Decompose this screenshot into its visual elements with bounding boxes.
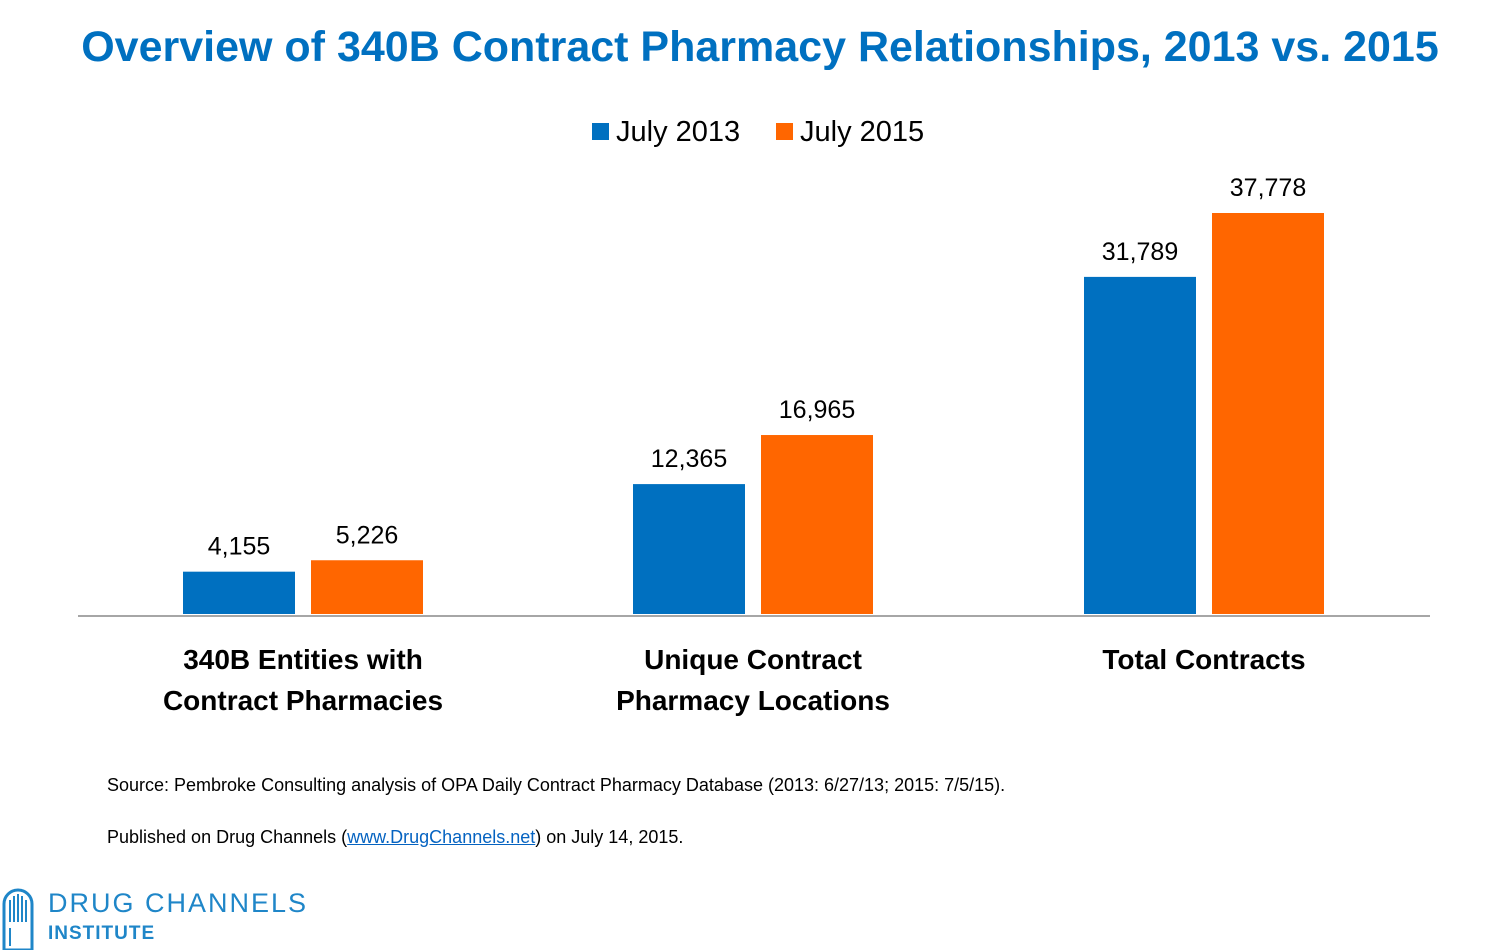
legend-label-0: July 2013 (616, 116, 740, 148)
bar-series1-cat2 (1210, 211, 1326, 616)
logo-subtitle: INSTITUTE (48, 923, 156, 944)
category-labels: 340B Entities with Contract Pharmacies Uni… (163, 644, 1306, 716)
logo-title: DRUG CHANNELS (48, 888, 309, 918)
drug-channels-pill-icon (2, 888, 34, 950)
chart-title: Overview of 340B Contract Pharmacy Relat… (81, 23, 1439, 71)
bar-series1-cat0 (309, 558, 425, 617)
chart-notes: Source: Pembroke Consulting analysis of … (107, 773, 1005, 849)
bar-series0-cat2 (1082, 274, 1198, 616)
published-prefix: Published on Drug Channels ( (107, 827, 348, 847)
drug-channels-logo: DRUG CHANNELS INSTITUTE (0, 880, 340, 950)
chart: Overview of 340B Contract Pharmacy Relat… (78, 23, 1439, 716)
category-label-0-line0: 340B Entities with (183, 644, 423, 675)
bar-series0-cat1 (631, 482, 747, 616)
value-label-series1-cat0: 5,226 (336, 521, 399, 549)
bar-series0-cat0 (181, 569, 297, 617)
legend-swatch-1 (776, 123, 793, 140)
published-suffix: ) on July 14, 2015. (535, 827, 684, 847)
legend: July 2013 July 2015 (592, 116, 924, 148)
value-label-series1-cat2: 37,778 (1230, 174, 1306, 202)
value-label-series0-cat2: 31,789 (1102, 238, 1178, 266)
published-note: Published on Drug Channels (www.DrugChan… (107, 825, 1005, 849)
category-label-0-line1: Contract Pharmacies (163, 685, 443, 716)
value-label-series0-cat1: 12,365 (651, 445, 727, 473)
category-label-2-line0: Total Contracts (1102, 644, 1305, 675)
bars: 4,155 12,365 31,789 5,226 16,965 37,778 (181, 174, 1326, 617)
drugchannels-link[interactable]: www.DrugChannels.net (347, 827, 536, 847)
bar-series1-cat1 (759, 433, 875, 617)
value-label-series0-cat0: 4,155 (208, 533, 271, 561)
category-label-1-line0: Unique Contract (644, 644, 862, 675)
value-label-series1-cat1: 16,965 (779, 396, 855, 424)
source-note: Source: Pembroke Consulting analysis of … (107, 775, 1006, 795)
legend-label-1: July 2015 (800, 116, 924, 148)
category-label-1-line1: Pharmacy Locations (616, 685, 890, 716)
legend-swatch-0 (592, 123, 609, 140)
